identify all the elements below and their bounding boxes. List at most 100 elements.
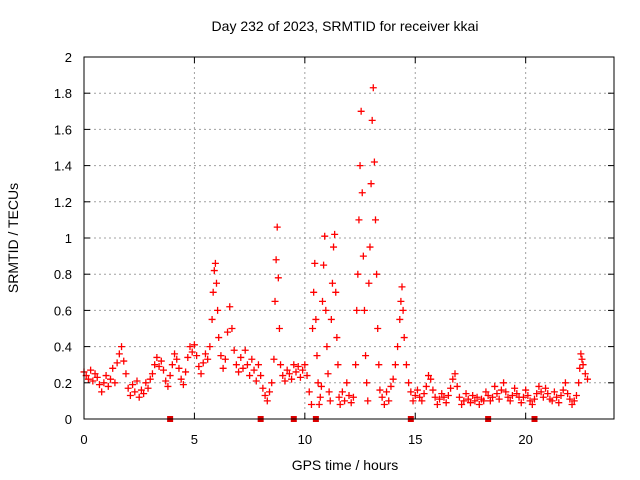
data-point bbox=[296, 373, 304, 381]
data-point bbox=[144, 384, 152, 392]
data-point bbox=[431, 393, 439, 401]
data-point bbox=[383, 388, 391, 396]
data-point bbox=[440, 393, 448, 401]
data-point bbox=[266, 388, 273, 396]
data-point bbox=[204, 355, 212, 363]
data-point bbox=[175, 364, 183, 372]
data-point bbox=[294, 363, 302, 371]
data-point bbox=[497, 386, 505, 394]
data-point bbox=[87, 366, 95, 374]
data-point bbox=[578, 355, 586, 363]
data-point bbox=[268, 379, 276, 387]
data-point bbox=[327, 315, 335, 323]
data-point bbox=[307, 401, 315, 409]
data-point bbox=[473, 393, 481, 401]
data-point bbox=[261, 391, 269, 399]
data-point bbox=[357, 107, 365, 115]
data-point bbox=[544, 390, 552, 398]
data-point bbox=[359, 252, 367, 260]
data-point bbox=[157, 357, 165, 365]
data-point bbox=[211, 259, 219, 267]
data-point bbox=[400, 334, 408, 342]
data-point bbox=[581, 370, 589, 378]
data-point bbox=[168, 361, 176, 369]
y-tick-label: 0.4 bbox=[54, 340, 72, 355]
data-point bbox=[248, 355, 256, 363]
data-point bbox=[542, 384, 550, 392]
data-point bbox=[148, 370, 156, 378]
data-point bbox=[135, 393, 143, 401]
data-point bbox=[195, 363, 203, 371]
data-point bbox=[444, 391, 452, 399]
chart-title: Day 232 of 2023, SRMTID for receiver kka… bbox=[212, 18, 479, 34]
data-point bbox=[343, 379, 351, 387]
data-point bbox=[272, 256, 280, 264]
data-point bbox=[288, 375, 296, 383]
data-point bbox=[550, 388, 558, 396]
data-points bbox=[80, 84, 591, 409]
data-point bbox=[559, 386, 567, 394]
data-point bbox=[364, 397, 372, 405]
data-point bbox=[241, 346, 249, 354]
y-tick-label: 0 bbox=[65, 412, 72, 427]
data-point bbox=[531, 395, 538, 403]
y-tick-label: 1.4 bbox=[54, 159, 72, 174]
x-tick-label: 15 bbox=[408, 432, 422, 447]
data-point bbox=[576, 364, 584, 372]
data-point bbox=[398, 283, 406, 291]
data-point bbox=[311, 259, 319, 267]
data-point bbox=[394, 343, 402, 351]
data-point bbox=[173, 355, 181, 363]
data-point bbox=[471, 397, 479, 405]
data-point bbox=[84, 375, 92, 383]
data-point bbox=[224, 328, 232, 336]
data-point bbox=[323, 343, 331, 351]
data-point bbox=[358, 189, 366, 197]
data-point bbox=[246, 372, 254, 380]
data-point bbox=[486, 397, 494, 405]
y-tick-label: 0.6 bbox=[54, 303, 72, 318]
data-point bbox=[259, 384, 267, 392]
data-point bbox=[513, 390, 521, 398]
data-point bbox=[309, 325, 317, 332]
data-point bbox=[166, 372, 174, 380]
data-point bbox=[438, 390, 446, 398]
data-point bbox=[201, 350, 209, 358]
data-point bbox=[405, 379, 413, 387]
data-point bbox=[367, 180, 375, 188]
data-point bbox=[449, 375, 457, 383]
data-point bbox=[263, 397, 271, 405]
data-point bbox=[553, 393, 561, 401]
data-point bbox=[314, 379, 322, 387]
data-point bbox=[363, 379, 371, 387]
data-point bbox=[271, 297, 279, 305]
data-point bbox=[217, 352, 225, 360]
data-point bbox=[568, 401, 576, 409]
data-point bbox=[453, 382, 461, 390]
data-point bbox=[366, 243, 374, 251]
data-point bbox=[451, 370, 459, 378]
x-axis-label: GPS time / hours bbox=[292, 457, 399, 473]
data-point bbox=[354, 270, 362, 278]
data-point bbox=[373, 270, 381, 278]
data-point bbox=[252, 377, 260, 385]
data-point bbox=[396, 315, 404, 323]
data-point bbox=[91, 370, 99, 378]
data-point bbox=[519, 393, 527, 401]
data-point bbox=[411, 391, 419, 399]
data-point bbox=[506, 397, 514, 405]
data-point bbox=[458, 401, 466, 409]
data-point bbox=[124, 384, 132, 392]
data-point bbox=[305, 388, 313, 396]
data-point bbox=[425, 372, 432, 380]
data-point bbox=[316, 393, 324, 401]
data-point bbox=[493, 390, 501, 398]
data-point bbox=[324, 370, 332, 378]
data-point bbox=[279, 372, 287, 380]
x-tick-label: 10 bbox=[298, 432, 312, 447]
data-point bbox=[489, 393, 497, 401]
y-tick-labels: 0 0.2 0.4 0.6 0.8 1 1.2 1.4 1.6 1.8 2 bbox=[54, 50, 72, 427]
data-point bbox=[460, 397, 468, 405]
data-point bbox=[466, 399, 474, 407]
